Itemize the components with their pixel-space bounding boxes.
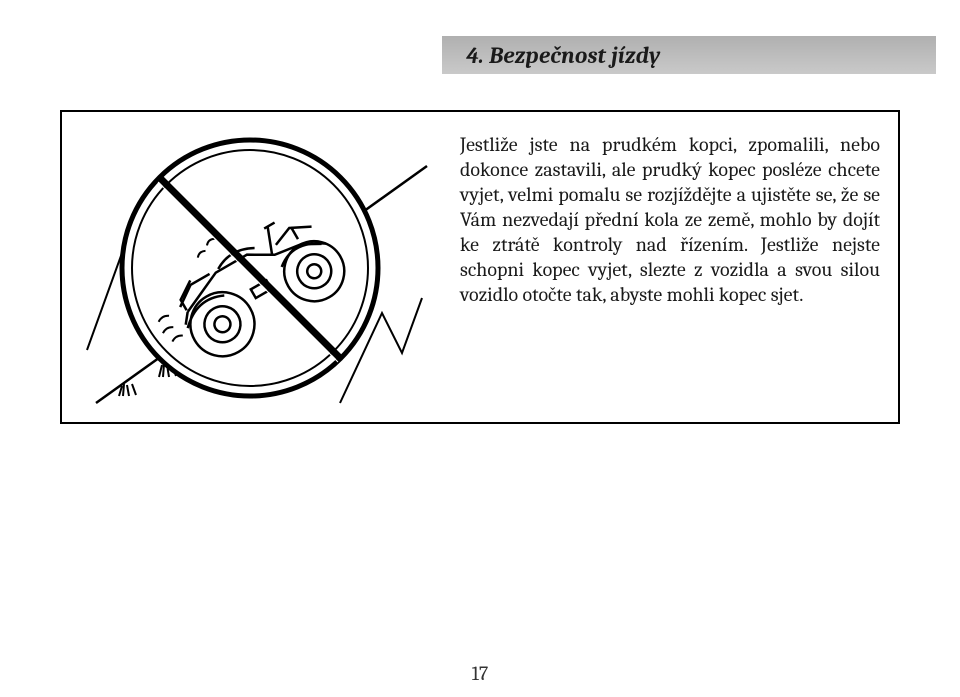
illustration-cell bbox=[62, 112, 442, 422]
body-text: Jestliže jste na prudkém kopci, zpomalil… bbox=[442, 112, 898, 422]
section-title: 4. Bezpečnost jízdy bbox=[466, 42, 661, 69]
content-box: Jestliže jste na prudkém kopci, zpomalil… bbox=[60, 110, 900, 424]
section-header-band: 4. Bezpečnost jízdy bbox=[442, 36, 936, 74]
prohibition-atv-hill-icon bbox=[72, 118, 432, 416]
page-number: 17 bbox=[0, 662, 960, 685]
page-root: 4. Bezpečnost jízdy bbox=[0, 0, 960, 697]
